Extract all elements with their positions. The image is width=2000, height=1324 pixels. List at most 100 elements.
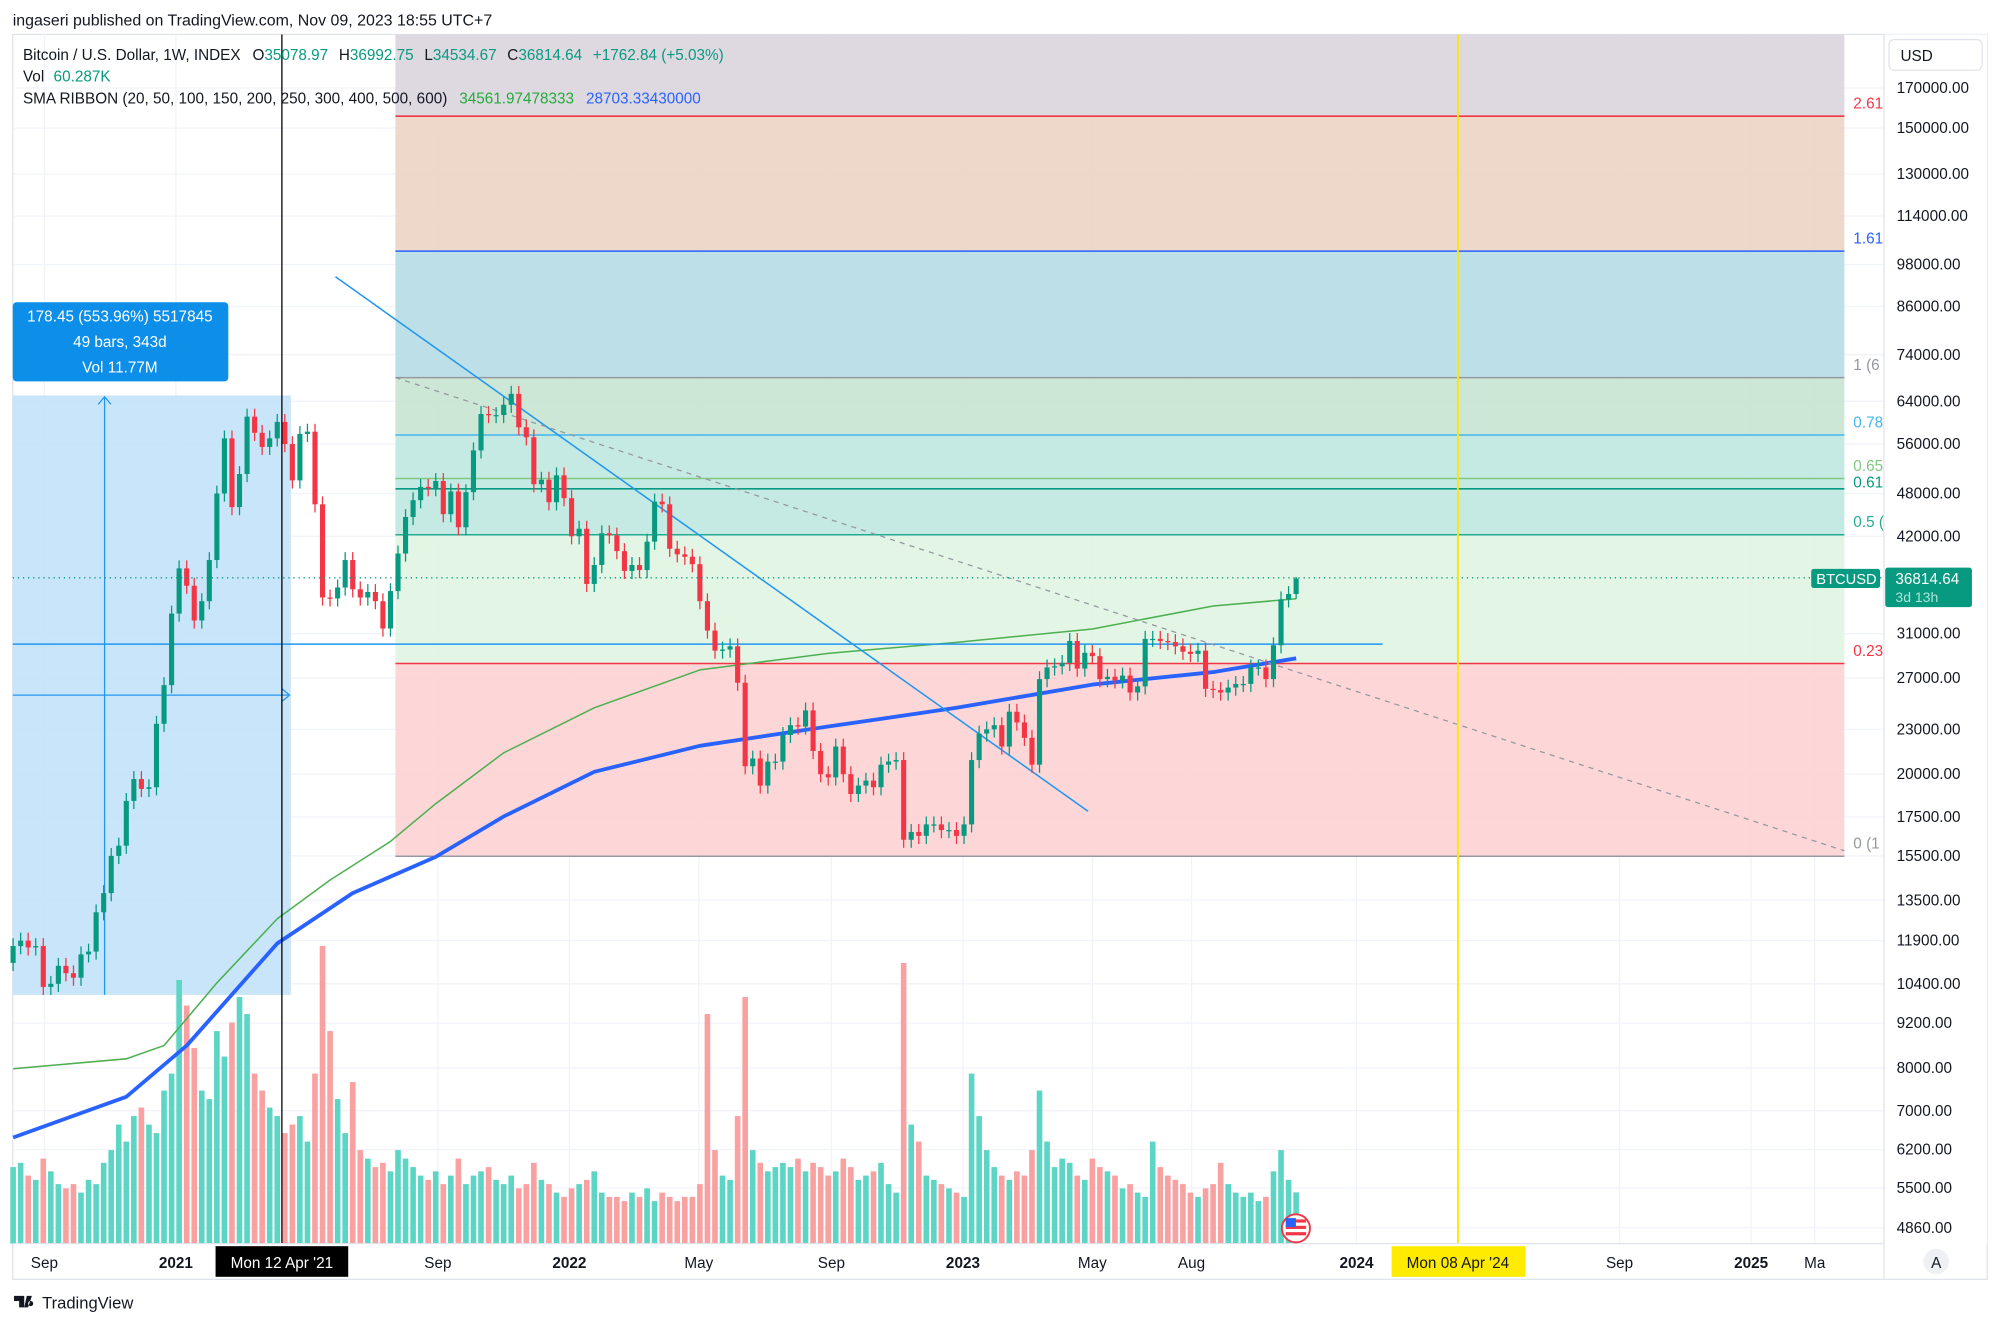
candle-body — [991, 725, 997, 730]
volume-bar — [138, 1107, 145, 1244]
volume-bar — [621, 1201, 628, 1244]
volume-bar — [131, 1116, 137, 1244]
time-tick-label[interactable]: 2024 — [1339, 1255, 1374, 1272]
sma-ribbon — [12, 597, 1297, 1140]
volume-bar — [659, 1192, 665, 1244]
candle-body — [433, 481, 439, 489]
time-tick-label[interactable]: May — [1078, 1255, 1107, 1272]
candle-body — [772, 761, 778, 763]
volume-bar — [417, 1175, 424, 1244]
sma-green-line — [13, 597, 1297, 1070]
candle-body — [1278, 599, 1284, 646]
volume-bar — [1149, 1141, 1156, 1244]
volume-bar — [636, 1196, 643, 1244]
volume-bar — [1127, 1184, 1133, 1244]
candle-body — [644, 541, 650, 571]
price-tick-label: 13500.00 — [1897, 892, 1961, 909]
trendline-drawing[interactable] — [335, 276, 1089, 812]
candle-body — [18, 940, 24, 947]
volume-bar — [1240, 1196, 1247, 1244]
volume-bar — [236, 997, 243, 1244]
time-axis-labels[interactable]: Sep 2021 Sep 2022 May Sep 2023 May Aug 2024 Sep 202… — [31, 1255, 1826, 1272]
volume-bar — [334, 1099, 341, 1244]
volume-bar — [946, 1188, 952, 1244]
low-value: 34534.67 — [433, 47, 497, 64]
candle-body — [591, 565, 597, 584]
candle-body — [1067, 640, 1073, 663]
candle-body — [486, 414, 492, 416]
time-tick-label[interactable]: 2025 — [1734, 1255, 1769, 1272]
candle-body — [1089, 652, 1095, 657]
volume-bar — [1217, 1162, 1224, 1244]
time-tick-label[interactable]: Aug — [1178, 1255, 1205, 1272]
symbol-tag-text: BTCUSD — [1816, 572, 1876, 588]
volume-bar — [108, 1150, 115, 1244]
candle-body — [131, 779, 137, 801]
candle-body — [176, 568, 182, 614]
price-tick-label: 42000.00 — [1897, 528, 1961, 545]
time-tick-label[interactable]: Sep — [818, 1255, 845, 1272]
candle-body — [1240, 683, 1246, 686]
volume-bar — [1285, 1179, 1292, 1244]
candle-body — [146, 787, 152, 789]
tradingview-logo[interactable]: TradingView — [14, 1294, 134, 1313]
candle-body — [1270, 645, 1277, 680]
candle-body — [840, 746, 846, 775]
fib-band — [395, 488, 1845, 535]
candle-body — [199, 601, 205, 621]
legend-sma-line[interactable]: SMA RIBBON (20, 50, 100, 150, 200, 250, … — [23, 90, 701, 107]
auto-scale-label: A — [1931, 1255, 1942, 1272]
price-tick-label: 130000.00 — [1897, 166, 1969, 183]
candle-body — [969, 760, 975, 825]
dashed-trendline-drawing[interactable] — [395, 376, 1845, 852]
candle-body — [878, 764, 884, 788]
us-flag-event-icon[interactable] — [1280, 1213, 1311, 1244]
time-tick-label[interactable]: 2021 — [159, 1255, 194, 1272]
currency-button[interactable]: USD — [1888, 38, 1983, 71]
candle-body — [418, 486, 424, 501]
volume-bar — [32, 1179, 39, 1244]
candle-body — [1225, 687, 1231, 693]
volume-bar — [259, 1090, 265, 1244]
candle-body — [825, 774, 831, 778]
volume-bar — [1142, 1196, 1148, 1244]
time-tick-label[interactable]: Sep — [1606, 1255, 1633, 1272]
time-tick-label[interactable]: Sep — [424, 1255, 451, 1272]
tradingview-wordmark: TradingView — [42, 1294, 134, 1313]
volume-bar — [191, 1048, 198, 1244]
fib-band — [395, 534, 1845, 664]
candle-body — [1150, 638, 1156, 641]
candle-body — [757, 758, 763, 786]
candle-body — [259, 432, 265, 447]
candle-body — [40, 946, 46, 987]
candle-body — [455, 491, 461, 528]
volume-bar — [63, 1188, 69, 1244]
time-tick-label[interactable]: Sep — [31, 1255, 58, 1272]
time-tick-label[interactable]: Ma — [1804, 1255, 1826, 1272]
fib-level-label: 1 (6 — [1853, 357, 1879, 374]
fib-extension-drawing[interactable]: 2.61 1.61 1 (6 0.78 0.650.61 0.5 (0.23 0 (1 — [395, 34, 1884, 858]
candle-body — [267, 438, 273, 447]
time-tick-label[interactable]: 2022 — [552, 1255, 586, 1272]
volume-bar — [991, 1167, 998, 1244]
candle-body — [508, 393, 514, 405]
volume-bar — [561, 1196, 567, 1244]
candle-body — [674, 548, 680, 555]
price-tick-label: 10400.00 — [1897, 976, 1961, 993]
candle-body — [221, 438, 227, 494]
price-tick-label: 98000.00 — [1897, 257, 1961, 274]
price-axis[interactable] — [1883, 34, 1988, 1244]
volume-bar — [727, 1179, 733, 1244]
time-tick-label[interactable]: 2023 — [946, 1255, 980, 1272]
candle-body — [855, 785, 861, 794]
candle-body — [1021, 722, 1027, 738]
volume-bar — [1044, 1141, 1050, 1244]
auto-scale-button[interactable]: A — [1923, 1248, 1949, 1275]
fib-band — [395, 377, 1845, 436]
candle-body — [576, 528, 582, 537]
candle-body — [1195, 650, 1201, 654]
time-tick-label[interactable]: May — [684, 1255, 713, 1272]
volume-bar — [342, 1133, 348, 1244]
volume-bars — [10, 946, 1299, 1244]
